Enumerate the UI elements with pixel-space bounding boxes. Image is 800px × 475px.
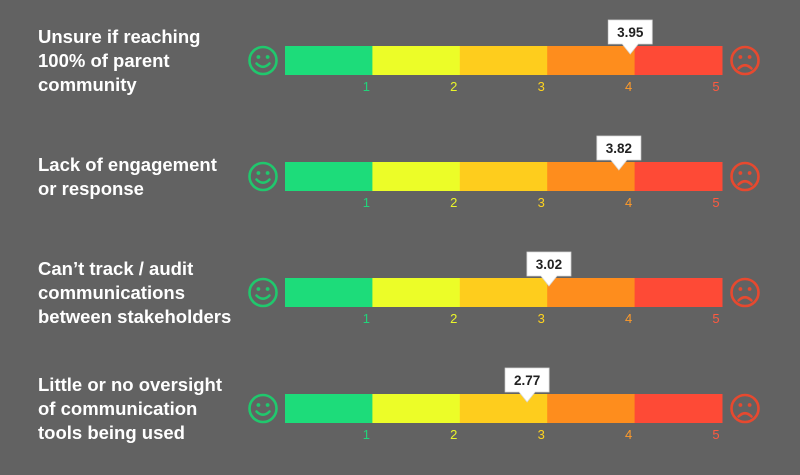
scale-segment: [285, 278, 373, 307]
scale-segment: [634, 162, 723, 191]
value-marker: [526, 251, 572, 287]
row-label: Lack of engagement or response: [38, 154, 217, 199]
value-callout: 3.95: [607, 19, 653, 55]
value-marker: [607, 19, 653, 55]
row-label-line: between stakeholders: [38, 306, 231, 327]
tick-label: 4: [625, 79, 632, 94]
scale-segment: [285, 394, 373, 423]
scale-segment: [285, 162, 373, 191]
value-callout: 2.77: [504, 367, 550, 403]
happy-face-icon: [248, 45, 278, 76]
happy-face-icon: [248, 161, 278, 192]
tick-label: 1: [363, 79, 370, 94]
row-label-line: Can’t track / audit: [38, 258, 193, 279]
value-callout: 3.82: [596, 135, 642, 171]
row-label: Can’t track / audit communications between…: [38, 258, 231, 327]
tick-label: 1: [363, 311, 370, 326]
value-label: 2.77: [514, 373, 540, 388]
rating-row: Lack of engagement or response 1 2 3 4 5 3.82: [38, 135, 723, 210]
rating-row: Unsure if reaching 100% of parent communit…: [38, 19, 723, 95]
scale-segment: [547, 46, 636, 75]
tick-label: 3: [538, 79, 545, 94]
row-label-line: Lack of engagement: [38, 154, 217, 175]
tick-label: 2: [450, 195, 457, 210]
tick-label: 3: [538, 427, 545, 442]
row-label-line: communications: [38, 282, 185, 303]
tick-label: 2: [450, 427, 457, 442]
row-label-line: or response: [38, 178, 144, 199]
scale-segment: [372, 46, 461, 75]
scale-segment: [634, 394, 723, 423]
tick-label: 5: [712, 427, 719, 442]
sad-face-icon: [730, 277, 760, 308]
tick-label: 4: [625, 195, 632, 210]
value-label: 3.02: [536, 257, 562, 272]
scale-segment: [459, 278, 548, 307]
row-label-line: of communication: [38, 398, 197, 419]
tick-label: 5: [712, 311, 719, 326]
scale-segment: [372, 162, 461, 191]
tick-label: 2: [450, 311, 457, 326]
rating-row: Little or no oversight of communication to…: [38, 367, 723, 443]
happy-face-icon: [248, 277, 278, 308]
happy-face-icon: [248, 393, 278, 424]
value-marker: [596, 135, 642, 171]
scale-segment: [634, 46, 723, 75]
scale-segment: [459, 162, 548, 191]
row-label-line: tools being used: [38, 422, 185, 443]
scale-segment: [372, 278, 461, 307]
sad-face-icon: [730, 393, 760, 424]
row-label: Little or no oversight of communication to…: [38, 374, 222, 443]
scale-segment: [372, 394, 461, 423]
value-marker: [504, 367, 550, 403]
sad-face-icon: [730, 161, 760, 192]
row-label-line: Unsure if reaching: [38, 26, 200, 47]
scale-segment: [459, 394, 548, 423]
scale-segment: [547, 394, 636, 423]
value-label: 3.95: [617, 25, 644, 40]
scale-segment: [285, 46, 373, 75]
value-callout: 3.02: [526, 251, 572, 287]
tick-label: 3: [538, 311, 545, 326]
tick-label: 2: [450, 79, 457, 94]
scale-segment: [459, 46, 548, 75]
rating-row: Can’t track / audit communications between…: [38, 251, 723, 327]
tick-label: 4: [625, 427, 632, 442]
tick-label: 4: [625, 311, 632, 326]
tick-label: 3: [538, 195, 545, 210]
sad-face-icon: [730, 45, 760, 76]
tick-label: 5: [712, 79, 719, 94]
tick-label: 1: [363, 195, 370, 210]
tick-label: 1: [363, 427, 370, 442]
value-label: 3.82: [606, 141, 632, 156]
row-label: Unsure if reaching 100% of parent communit…: [38, 26, 200, 95]
scale-segment: [634, 278, 723, 307]
row-label-line: Little or no oversight: [38, 374, 222, 395]
scale-segment: [547, 278, 636, 307]
row-label-line: 100% of parent: [38, 50, 170, 71]
row-label-line: community: [38, 74, 137, 95]
tick-label: 5: [712, 195, 719, 210]
